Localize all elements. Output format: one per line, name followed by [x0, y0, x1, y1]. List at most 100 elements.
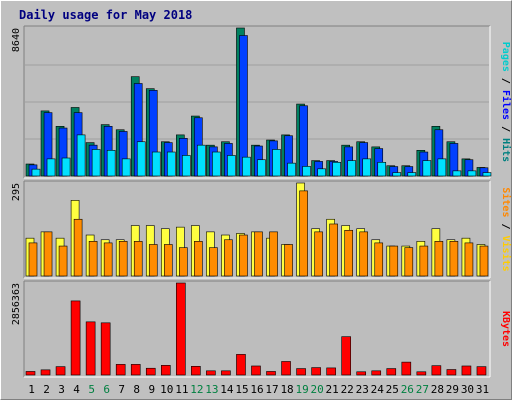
bar-pages-day-18 — [287, 162, 296, 177]
bar-pages-day-23 — [362, 158, 372, 177]
bar-sites-day-25 — [389, 245, 399, 277]
bar-sites-day-16 — [254, 231, 263, 277]
bar-pages-day-17 — [272, 149, 281, 177]
bar-pages-day-9 — [151, 151, 161, 177]
bar-pages-day-30 — [467, 170, 477, 177]
legend-visits: Visits — [500, 236, 512, 272]
bar-sites-day-30 — [464, 242, 474, 277]
legend-separator: / — [500, 217, 511, 235]
x-tick-label-day-5: 5 — [88, 383, 95, 396]
bar-kbytes-day-22 — [341, 336, 351, 376]
bar-sites-day-2 — [43, 231, 53, 277]
bar-sites-day-23 — [359, 231, 369, 277]
x-tick-label-day-31: 31 — [476, 383, 489, 396]
x-tick-label-day-20: 20 — [311, 383, 324, 396]
panel-traffic: 8640 Pages / Files / Hits — [11, 25, 512, 179]
x-tick-label-day-12: 12 — [190, 383, 203, 396]
bar-kbytes-day-15 — [236, 354, 246, 376]
x-tick-label-day-6: 6 — [103, 383, 110, 396]
bar-pages-day-3 — [61, 157, 71, 177]
x-tick-label-day-29: 29 — [446, 383, 459, 396]
bar-kbytes-day-25 — [386, 368, 397, 376]
panel-visitors: 295 Sites / Visits — [11, 180, 512, 279]
bar-kbytes-day-10 — [160, 365, 171, 376]
bar-kbytes-day-7 — [115, 364, 126, 376]
bar-kbytes-day-5 — [85, 321, 96, 376]
x-tick-label-day-11: 11 — [175, 383, 188, 396]
bar-pages-day-6 — [106, 150, 116, 177]
bar-pages-day-22 — [347, 160, 356, 177]
x-tick-label-day-17: 17 — [265, 383, 278, 396]
bar-sites-day-19 — [299, 190, 308, 277]
bar-pages-day-20 — [317, 168, 326, 177]
x-tick-label-day-19: 19 — [295, 383, 308, 396]
bar-kbytes-day-1 — [25, 371, 36, 376]
bar-pages-day-28 — [437, 158, 447, 177]
bar-sites-day-24 — [374, 242, 384, 277]
bar-sites-day-7 — [118, 241, 128, 277]
bar-sites-day-14 — [224, 239, 233, 277]
bar-sites-day-1 — [28, 242, 38, 277]
x-tick-label-day-21: 21 — [326, 383, 339, 396]
x-tick-label-day-23: 23 — [356, 383, 369, 396]
bar-kbytes-day-31 — [476, 366, 487, 376]
legend-hits: Hits — [500, 138, 512, 162]
bar-kbytes-day-13 — [206, 370, 216, 376]
bar-kbytes-day-14 — [221, 370, 231, 376]
bar-sites-day-6 — [103, 242, 113, 277]
bar-files-day-19 — [299, 105, 308, 177]
x-tick-label-day-16: 16 — [250, 383, 263, 396]
bar-kbytes-day-17 — [266, 371, 276, 376]
bar-sites-day-8 — [133, 241, 143, 277]
bar-kbytes-day-8 — [130, 364, 141, 376]
bar-kbytes-day-26 — [401, 361, 412, 376]
x-tick-label-day-14: 14 — [220, 383, 234, 396]
x-tick-label-day-1: 1 — [28, 383, 35, 396]
bar-kbytes-day-24 — [371, 370, 382, 376]
bar-sites-day-29 — [449, 241, 459, 277]
bar-pages-day-26 — [407, 172, 417, 177]
bar-pages-day-7 — [121, 158, 131, 177]
bar-kbytes-day-29 — [446, 369, 457, 376]
bar-kbytes-day-27 — [416, 371, 427, 376]
x-tick-label-day-24: 24 — [371, 383, 385, 396]
bar-pages-day-15 — [242, 156, 251, 177]
bar-sites-day-31 — [479, 245, 489, 277]
x-tick-label-day-4: 4 — [73, 383, 80, 396]
bar-pages-day-1 — [31, 168, 41, 177]
bar-kbytes-day-21 — [326, 367, 336, 376]
bar-kbytes-day-16 — [251, 365, 261, 376]
bar-pages-day-12 — [197, 144, 206, 177]
bar-pages-day-27 — [422, 160, 432, 177]
bar-sites-day-4 — [73, 218, 83, 277]
bar-pages-day-14 — [227, 155, 236, 177]
x-tick-label-day-25: 25 — [386, 383, 399, 396]
x-tick-label-day-8: 8 — [133, 383, 140, 396]
y-max-label: 295 — [11, 183, 22, 201]
bar-sites-day-28 — [434, 241, 444, 277]
bar-sites-day-17 — [269, 231, 278, 277]
y-max-label: 2856363 — [11, 283, 22, 325]
chart-panels: 8640 Pages / Files / Hits 295 Sites / Visit… — [11, 25, 512, 378]
bar-pages-day-21 — [332, 161, 341, 177]
bar-sites-day-9 — [148, 244, 158, 277]
bar-kbytes-day-20 — [311, 367, 321, 376]
x-tick-label-day-22: 22 — [341, 383, 354, 396]
bar-files-day-15 — [239, 35, 248, 177]
bar-kbytes-day-6 — [100, 322, 111, 376]
bar-kbytes-day-28 — [431, 365, 442, 376]
bar-pages-day-16 — [257, 159, 266, 177]
bar-sites-day-15 — [239, 234, 248, 277]
x-tick-label-day-27: 27 — [416, 383, 429, 396]
bar-kbytes-day-9 — [145, 367, 156, 376]
legend-separator: / — [500, 120, 511, 138]
bar-sites-day-21 — [329, 223, 338, 277]
bar-kbytes-day-23 — [356, 371, 367, 376]
series-legend: Sites / Visits — [500, 187, 512, 271]
bar-sites-day-12 — [194, 241, 203, 277]
bar-sites-day-22 — [344, 229, 353, 277]
legend-files: Files — [500, 90, 512, 120]
x-tick-label-day-26: 26 — [401, 383, 414, 396]
bar-sites-day-27 — [419, 245, 429, 277]
bar-sites-day-20 — [314, 231, 323, 277]
